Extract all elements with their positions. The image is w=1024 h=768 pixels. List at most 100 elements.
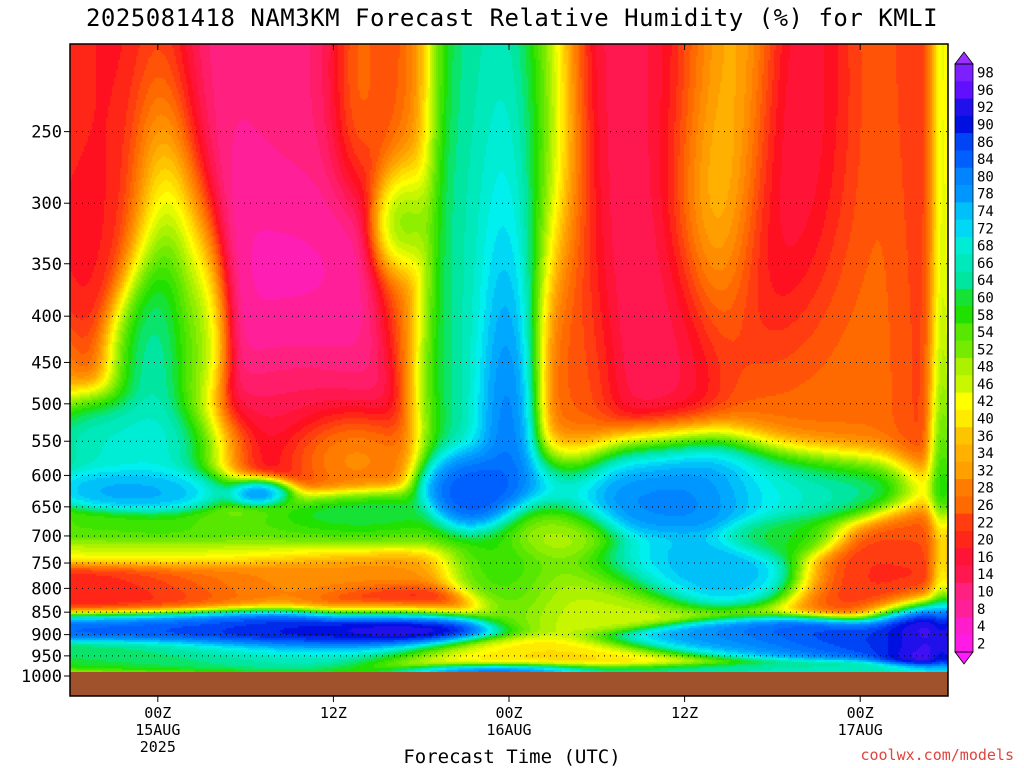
- y-tick-label-450: 450: [31, 353, 62, 373]
- colorbar-band-60: [955, 288, 973, 307]
- y-tick-label-900: 900: [31, 626, 62, 646]
- colorbar-label-28: 28: [977, 481, 994, 497]
- colorbar-frame: [954, 63, 974, 653]
- colorbar-band-20: [955, 530, 973, 549]
- plot-frame: [69, 43, 949, 697]
- colorbar-label-16: 16: [977, 550, 994, 566]
- x-tick-label-0-0: 00Z: [144, 704, 171, 722]
- rh-field: [70, 44, 948, 672]
- colorbar-label-46: 46: [977, 377, 994, 393]
- colorbar-band-4: [955, 617, 973, 636]
- colorbar-label-96: 96: [977, 83, 994, 99]
- colorbar-band-22: [955, 513, 973, 532]
- colorbar-band-54: [955, 323, 973, 342]
- colorbar-label-90: 90: [977, 118, 994, 134]
- colorbar-label-2: 2: [977, 636, 985, 652]
- colorbar-label-40: 40: [977, 412, 994, 428]
- colorbar-label-22: 22: [977, 515, 994, 531]
- colorbar-band-78: [955, 185, 973, 203]
- colorbar-label-48: 48: [977, 360, 994, 376]
- colorbar-band-74: [955, 202, 973, 221]
- colorbar-band-28: [955, 479, 973, 497]
- colorbar-label-14: 14: [977, 567, 994, 583]
- colorbar-band-58: [955, 306, 973, 324]
- colorbar-label-52: 52: [977, 342, 994, 358]
- colorbar-band-96: [955, 81, 973, 100]
- colorbar-label-60: 60: [977, 290, 994, 306]
- colorbar-label-92: 92: [977, 100, 994, 116]
- colorbar-label-34: 34: [977, 446, 994, 462]
- colorbar-label-10: 10: [977, 584, 994, 600]
- colorbar-label-4: 4: [977, 619, 985, 635]
- x-tick-label-3-0: 12Z: [671, 704, 698, 722]
- colorbar-label-54: 54: [977, 325, 994, 341]
- colorbar-band-48: [955, 358, 973, 376]
- y-tick-label-850: 850: [31, 603, 62, 623]
- x-tick-label-0-2: 2025: [140, 738, 176, 756]
- colorbar-label-84: 84: [977, 152, 994, 168]
- ground-band: [70, 672, 948, 696]
- colorbar-label-58: 58: [977, 308, 994, 324]
- colorbar-band-10: [955, 582, 973, 601]
- colorbar-label-64: 64: [977, 273, 994, 289]
- colorbar-band-34: [955, 444, 973, 463]
- colorbar-label-42: 42: [977, 394, 994, 410]
- y-tick-label-700: 700: [31, 527, 62, 547]
- colorbar-label-32: 32: [977, 463, 994, 479]
- colorbar-band-66: [955, 254, 973, 273]
- x-axis-title: Forecast Time (UTC): [403, 746, 621, 768]
- x-tick-label-4-0: 00Z: [847, 704, 874, 722]
- colorbar-label-8: 8: [977, 602, 985, 618]
- colorbar-band-84: [955, 150, 973, 169]
- credit-text[interactable]: coolwx.com/models: [860, 746, 1014, 764]
- colorbar-band-64: [955, 271, 973, 290]
- colorbar-label-26: 26: [977, 498, 994, 514]
- colorbar-band-26: [955, 496, 973, 515]
- colorbar-band-2: [955, 634, 973, 653]
- colorbar-band-36: [955, 427, 973, 445]
- x-tick-label-4-1: 17AUG: [838, 721, 883, 739]
- colorbar-band-8: [955, 600, 973, 618]
- y-tick-label-400: 400: [31, 307, 62, 327]
- colorbar-band-46: [955, 375, 973, 394]
- x-tick-label-2-1: 16AUG: [486, 721, 531, 739]
- colorbar-band-90: [955, 115, 973, 134]
- y-tick-label-650: 650: [31, 498, 62, 518]
- y-tick-label-1000: 1000: [21, 667, 62, 687]
- y-tick-label-800: 800: [31, 579, 62, 599]
- colorbar-band-40: [955, 409, 973, 428]
- colorbar-label-98: 98: [977, 66, 994, 82]
- colorbar-band-32: [955, 461, 973, 480]
- colorbar-bottom-arrow: [954, 651, 974, 665]
- chart-title: 2025081418 NAM3KM Forecast Relative Humi…: [85, 4, 939, 32]
- colorbar-band-92: [955, 98, 973, 117]
- colorbar-band-86: [955, 133, 973, 151]
- y-tick-label-950: 950: [31, 647, 62, 667]
- y-tick-label-500: 500: [31, 395, 62, 415]
- colorbar-label-74: 74: [977, 204, 994, 220]
- colorbar-top-arrow: [954, 51, 974, 65]
- colorbar-band-80: [955, 167, 973, 186]
- colorbar-band-72: [955, 219, 973, 238]
- colorbar-label-68: 68: [977, 239, 994, 255]
- colorbar-label-78: 78: [977, 187, 994, 203]
- x-tick-label-0-1: 15AUG: [135, 721, 180, 739]
- colorbar-label-36: 36: [977, 429, 994, 445]
- colorbar-label-80: 80: [977, 169, 994, 185]
- y-tick-label-300: 300: [31, 194, 62, 214]
- y-tick-label-550: 550: [31, 432, 62, 452]
- colorbar-label-72: 72: [977, 221, 994, 237]
- y-tick-label-750: 750: [31, 554, 62, 574]
- colorbar-label-20: 20: [977, 533, 994, 549]
- colorbar-label-66: 66: [977, 256, 994, 272]
- x-tick-label-2-0: 00Z: [495, 704, 522, 722]
- y-tick-label-600: 600: [31, 466, 62, 486]
- y-tick-label-250: 250: [31, 123, 62, 143]
- colorbar-band-68: [955, 236, 973, 255]
- colorbar-label-86: 86: [977, 135, 994, 151]
- x-tick-label-1-0: 12Z: [320, 704, 347, 722]
- colorbar-band-16: [955, 548, 973, 567]
- y-tick-label-350: 350: [31, 255, 62, 275]
